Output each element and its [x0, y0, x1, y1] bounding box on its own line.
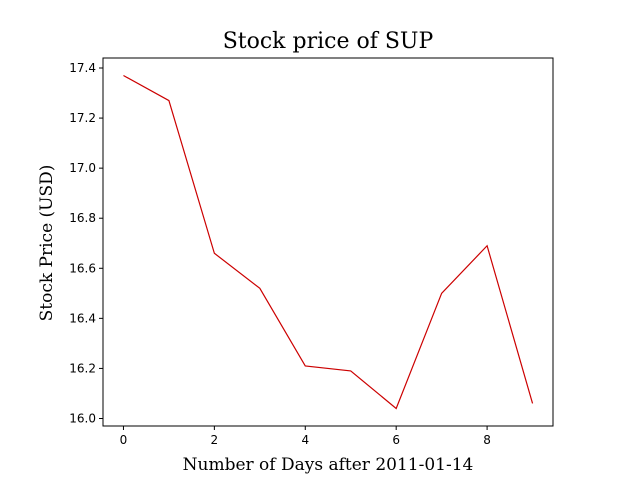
x-tick-label: 6	[392, 433, 400, 447]
y-tick-label: 17.0	[69, 161, 96, 175]
x-tick-label: 4	[301, 433, 309, 447]
y-tick-label: 16.2	[69, 361, 96, 375]
y-tick-label: 16.0	[69, 411, 96, 425]
y-tick-label: 17.2	[69, 111, 96, 125]
series-line-0	[123, 74, 534, 410]
x-tick-label: 8	[483, 433, 491, 447]
plot-area: 0 2 4 6 8 16.0 16.2 16.4 16.6 16.8 17.0 17.2 17.4	[69, 57, 554, 447]
y-tick-label: 17.4	[69, 61, 96, 75]
y-axis-label: Stock Price (USD)	[37, 165, 57, 322]
x-axis-label: Number of Days after 2011-01-14	[183, 455, 474, 475]
chart-title: Stock price of SUP	[223, 29, 434, 54]
y-tick-label: 16.4	[69, 311, 96, 325]
plot-frame	[102, 57, 554, 427]
y-tick-label: 16.6	[69, 261, 96, 275]
y-tick-label: 16.8	[69, 211, 96, 225]
x-tick-label: 0	[120, 433, 128, 447]
x-tick-label: 2	[211, 433, 219, 447]
